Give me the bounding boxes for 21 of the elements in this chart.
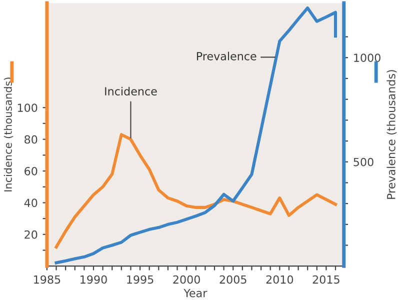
y2-tick-label: 500 xyxy=(354,158,374,166)
line-series xyxy=(54,6,338,264)
line-series xyxy=(54,133,338,249)
x-axis-title: Year xyxy=(184,289,208,298)
y-tick-label: 80 xyxy=(24,135,38,144)
y-tick-label: 20 xyxy=(24,230,38,239)
x-tick-label: 2015 xyxy=(312,275,340,284)
y-tick-label: 60 xyxy=(24,166,38,176)
x-tick-label: 2000 xyxy=(173,275,200,284)
x-tick-label: 1995 xyxy=(127,275,154,284)
series-label: Prevalence xyxy=(196,52,256,60)
y2-axis-title: Prevalence (thousands) xyxy=(386,70,397,199)
y-tick-label: 100 xyxy=(18,104,38,112)
y-axis-title: Incidence (thousands) xyxy=(4,78,14,192)
x-tick-label: 1985 xyxy=(34,275,60,284)
y-tick-label: 40 xyxy=(24,198,38,208)
y2-tick-label: 1000 xyxy=(354,54,380,62)
x-tick-label: 1990 xyxy=(80,275,107,284)
x-tick-label: 2005 xyxy=(220,275,246,284)
x-tick-label: 2010 xyxy=(266,275,294,284)
text: Incidence xyxy=(105,86,157,96)
